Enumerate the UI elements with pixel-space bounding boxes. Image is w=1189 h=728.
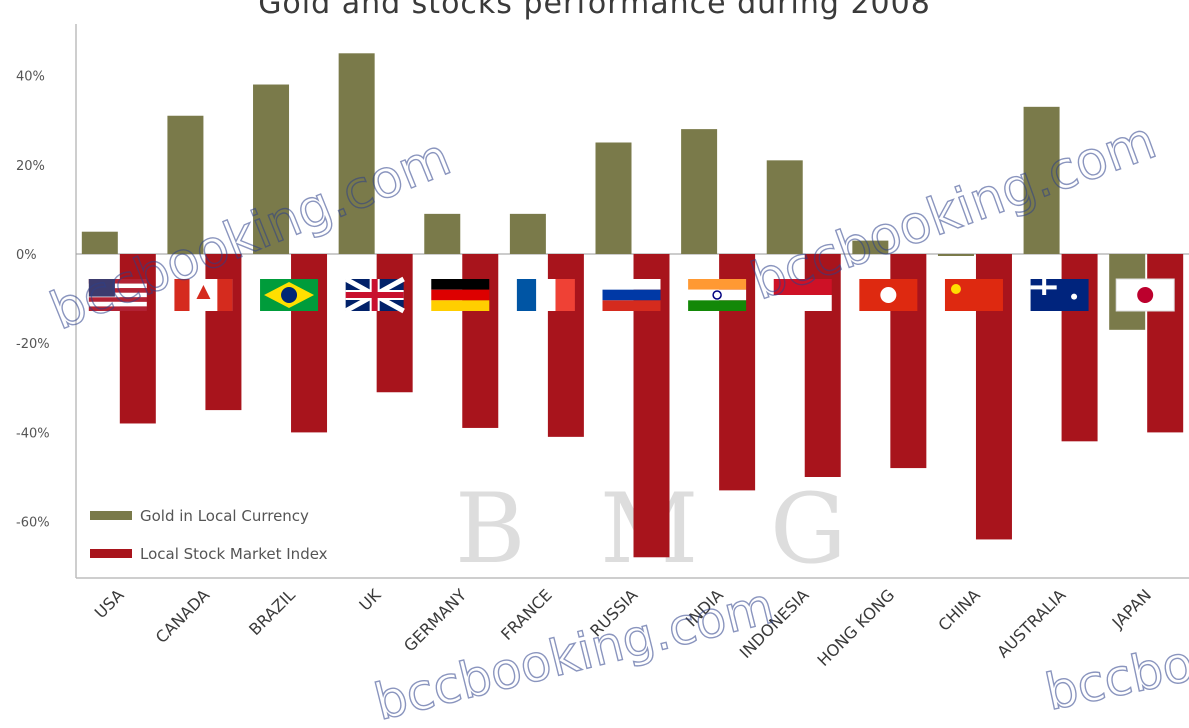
- y-tick-label: 0%: [16, 248, 37, 263]
- gold-bar: [852, 240, 889, 254]
- flag-part: [773, 279, 832, 295]
- flag-france-icon: [516, 279, 575, 311]
- category-label: GERMANY: [400, 585, 470, 655]
- flag-china-icon: [944, 279, 1003, 311]
- flag-part: [602, 279, 661, 290]
- flag-part: [602, 289, 661, 301]
- y-tick-label: -40%: [16, 426, 50, 441]
- flag-part: [536, 279, 556, 311]
- flag-part: [1030, 279, 1089, 311]
- watermark-text-item: bccbooking.com: [369, 577, 779, 723]
- flag-part: [1115, 278, 1175, 312]
- flag-part: [88, 283, 147, 289]
- flag-part: [88, 297, 147, 302]
- flag-part: [174, 279, 190, 311]
- flag-part: [773, 295, 832, 311]
- legend-swatch: [90, 549, 132, 558]
- flag-part: [345, 292, 404, 298]
- flag-australia-icon: [1030, 279, 1089, 311]
- chart-title: Gold and stocks performance during 2008: [258, 0, 931, 21]
- y-tick-label: 40%: [16, 70, 45, 85]
- flag-part: [88, 292, 147, 298]
- flag-germany-icon: [431, 279, 490, 311]
- y-tick-label: -60%: [16, 516, 50, 531]
- legend-label: Gold in Local Currency: [140, 507, 309, 525]
- flag-part: [88, 279, 115, 297]
- category-label: JAPAN: [1108, 585, 1155, 632]
- category-label: AUSTRALIA: [993, 585, 1069, 661]
- flag-part: [602, 300, 661, 311]
- y-tick-label: 20%: [16, 159, 45, 174]
- flag-brazil-icon: [260, 279, 319, 311]
- flag-uk-icon: [344, 276, 405, 314]
- flag-part: [281, 287, 298, 303]
- flag-canada-icon: [174, 279, 233, 311]
- flag-part: [217, 279, 233, 311]
- gold-bar: [338, 53, 375, 254]
- category-label: UK: [355, 585, 384, 614]
- flag-part: [555, 279, 575, 311]
- flag-part: [1137, 287, 1154, 303]
- bars: [81, 53, 1184, 558]
- gold-bar: [509, 213, 546, 254]
- stock-bar: [376, 254, 413, 393]
- flag-part: [944, 279, 1003, 311]
- flag-part: [1042, 279, 1047, 295]
- legend-label: Local Stock Market Index: [140, 545, 328, 563]
- flag-part: [88, 301, 147, 307]
- flag-indonesia-icon: [773, 279, 832, 311]
- gold-bar: [937, 254, 974, 256]
- gold-bar: [766, 160, 803, 254]
- category-label: HONG KONG: [814, 585, 899, 670]
- flag-part: [880, 287, 897, 303]
- watermark-logo-letter: G: [770, 473, 847, 585]
- legend: Gold in Local Currency Local Stock Market…: [90, 507, 328, 563]
- flag-part: [516, 279, 537, 311]
- y-tick-label: -20%: [16, 337, 50, 352]
- category-label: CHINA: [934, 585, 983, 634]
- flag-part: [431, 300, 490, 311]
- flag-part: [431, 279, 490, 290]
- flag-part: [88, 279, 147, 284]
- flag-part: [950, 284, 961, 294]
- flag-usa-icon: [88, 279, 147, 311]
- gold-bar: [167, 115, 204, 255]
- gold-bar: [681, 129, 718, 254]
- flag-part: [688, 300, 747, 311]
- flag-japan-icon: [1115, 278, 1175, 312]
- maple-leaf-icon: [196, 285, 211, 299]
- flag-part: [688, 289, 747, 301]
- flag-india-icon: [688, 279, 747, 311]
- flag-part: [88, 306, 147, 311]
- category-label: USA: [91, 585, 128, 622]
- flag-part: [431, 289, 490, 301]
- flag-part: [688, 279, 747, 290]
- gold-bar: [595, 142, 632, 254]
- category-label: BRAZIL: [245, 585, 299, 639]
- gold-bar: [81, 231, 118, 254]
- gold-bar: [1023, 106, 1060, 254]
- flag-russia-icon: [602, 279, 661, 311]
- category-label: CANADA: [152, 585, 214, 647]
- flag-part: [88, 288, 147, 293]
- legend-swatch: [90, 511, 132, 520]
- flag-part: [712, 290, 722, 300]
- flags: [88, 276, 1175, 314]
- gold-bar: [424, 213, 461, 254]
- gold-bar: [253, 84, 290, 255]
- watermark-logo-letter: B: [455, 473, 526, 585]
- flag-part: [1071, 293, 1078, 300]
- flag-hong-kong-icon: [859, 279, 918, 311]
